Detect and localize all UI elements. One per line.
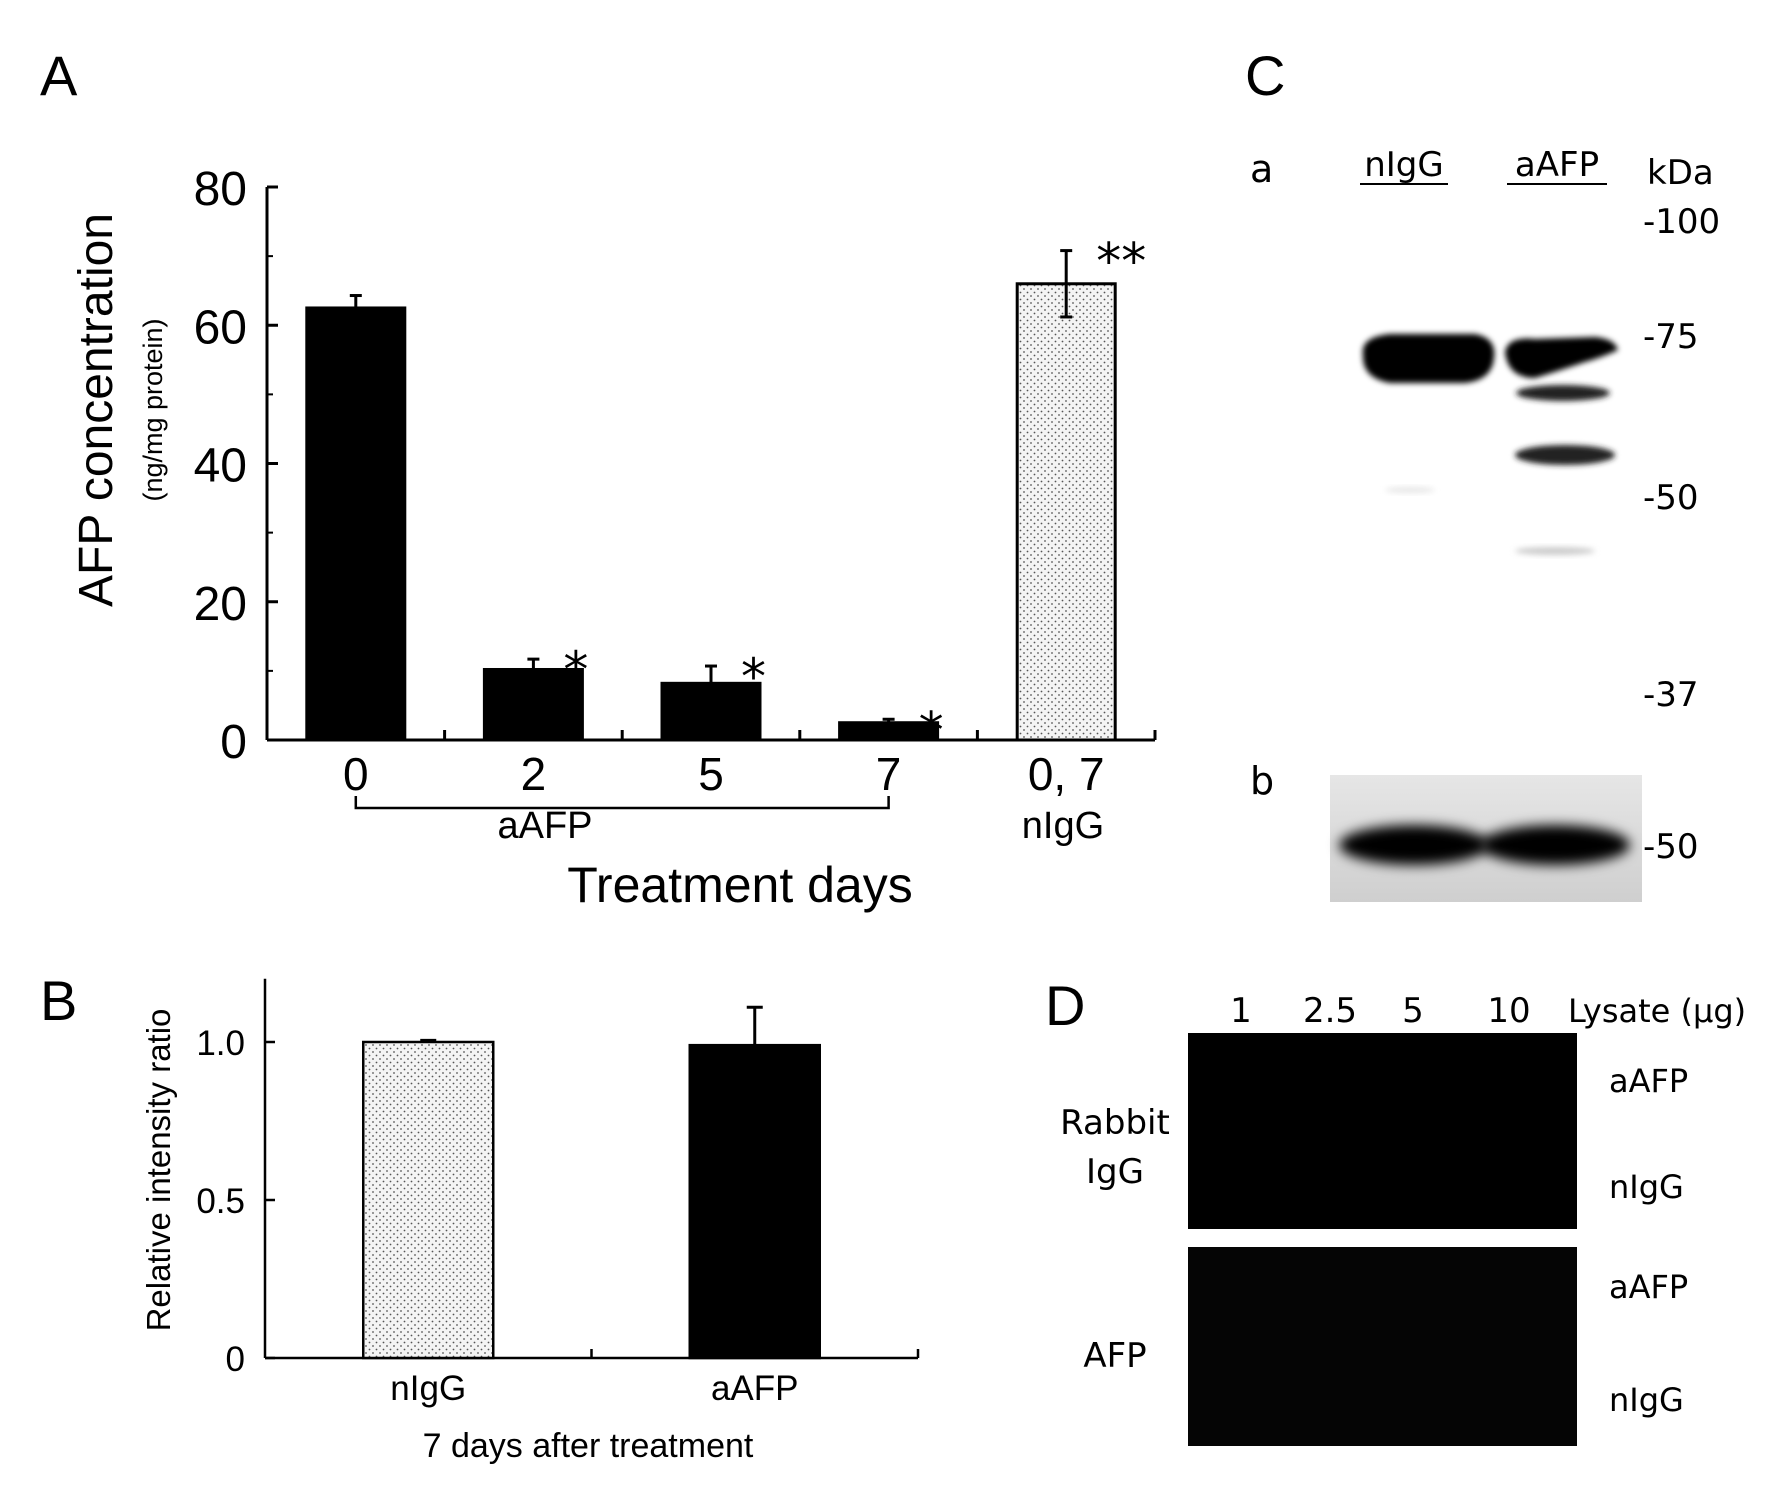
panel-a-bar [660, 681, 762, 742]
panel-d-lysate-label: Lysate (µg) [1568, 992, 1746, 1030]
panel-b-bar [688, 1043, 821, 1360]
panel-a-xtick-label: 0, 7 [1028, 748, 1105, 800]
panel-b-xlabel: 7 days after treatment [423, 1427, 754, 1465]
panel-c-marker-100: -100 [1643, 202, 1720, 242]
panel-a-ytick-label: 40 [194, 440, 247, 493]
panel-d-blot1-label-1: Rabbit [1060, 1103, 1170, 1143]
panel-d-row-label-aafp-1: aAFP [1609, 1062, 1688, 1100]
panel-a-significance: * [563, 641, 588, 699]
panel-a: A AFP concentration (ng/mg protein) 0204… [40, 44, 1157, 913]
panel-c-marker-75: -75 [1643, 317, 1699, 357]
panel-c-marker-50: -50 [1643, 478, 1699, 518]
panel-a-xlabel: Treatment days [567, 857, 913, 913]
panel-c-lane-aafp: aAFP [1515, 145, 1599, 185]
panel-b-xtick-label: nIgG [390, 1369, 466, 1408]
panel-d-blot1-label-2: IgG [1086, 1152, 1144, 1192]
panel-d-lysate-5: 5 [1402, 991, 1424, 1031]
panel-a-significance: * [741, 648, 766, 706]
panel-a-bar [305, 306, 407, 742]
band-aafp-faint [1515, 547, 1595, 555]
panel-d-lysate-2-5: 2.5 [1303, 991, 1357, 1031]
panel-a-bar [1015, 282, 1117, 742]
band-nigg-75 [1362, 334, 1495, 383]
dot-blot-rabbit-igg [1188, 1033, 1577, 1229]
panel-d-lysate-10: 10 [1487, 991, 1530, 1031]
panel-b-ylabel: Relative intensity ratio [140, 1009, 177, 1332]
panel-a-ylabel-unit: (ng/mg protein) [138, 318, 168, 501]
panel-a-significance: * [919, 701, 944, 759]
panel-c-sub-a: a [1250, 147, 1273, 191]
panel-d-row-label-nigg-2: nIgG [1609, 1381, 1684, 1419]
panel-b: B Relative intensity ratio 0 0.5 1.0 nIgG aA… [40, 969, 920, 1465]
panel-c-marker-37: -37 [1643, 675, 1699, 715]
panel-c-lane-nigg: nIgG [1364, 145, 1444, 185]
band-b-aafp [1480, 825, 1630, 865]
panel-b-xtick-label: aAFP [711, 1369, 799, 1408]
panel-c-letter: C [1245, 44, 1285, 107]
western-blot-b [1330, 775, 1642, 902]
panel-a-ytick-label: 60 [194, 301, 247, 354]
western-blot-a [1362, 334, 1618, 555]
panel-d-lysate-1: 1 [1230, 991, 1252, 1031]
panel-a-significance: ** [1096, 233, 1146, 291]
band-aafp-75 [1505, 337, 1618, 378]
panel-b-ytick-label: 0 [226, 1340, 245, 1379]
panel-a-ylabel: AFP concentration [70, 213, 123, 607]
panel-a-xtick-label: 2 [521, 748, 547, 800]
panel-c-marker-b-50: -50 [1643, 827, 1699, 867]
panel-a-ytick-label: 20 [194, 578, 247, 631]
panel-d-blot2-label: AFP [1083, 1336, 1146, 1376]
panel-a-group-label-nigg: nIgG [1022, 805, 1104, 847]
panel-a-ytick-label: 0 [220, 716, 247, 769]
panel-d: D 1 2.5 5 10 Lysate (µg) Rabbit IgG AFP … [1045, 974, 1746, 1446]
panel-d-row-label-nigg-1: nIgG [1609, 1168, 1684, 1206]
panel-a-xtick-label: 0 [343, 748, 369, 800]
panel-c-unit: kDa [1647, 153, 1714, 193]
panel-a-group-label-aafp: aAFP [497, 805, 592, 847]
band-b-nigg [1339, 825, 1489, 865]
panel-d-letter: D [1045, 974, 1085, 1037]
panel-c: C a nIgG aAFP kDa -100 -75 -50 -37 b -50 [1245, 44, 1720, 902]
band-aafp-58 [1515, 445, 1615, 465]
band-aafp-68 [1516, 385, 1610, 401]
panel-b-ytick-label: 0.5 [196, 1182, 245, 1221]
panel-b-letter: B [40, 969, 77, 1032]
panel-a-ytick-label: 80 [194, 163, 247, 216]
panel-d-row-label-aafp-2: aAFP [1609, 1268, 1688, 1306]
panel-b-ytick-label: 1.0 [196, 1024, 245, 1063]
panel-b-bar [362, 1040, 495, 1360]
panel-a-xtick-label: 5 [698, 748, 724, 800]
panel-a-group-bracket [354, 796, 890, 810]
panel-a-letter: A [40, 44, 78, 107]
panel-a-plot: 0 20 40 60 80 0 * 2 * 5 * 7 ** 0, 7 [194, 163, 1157, 810]
panel-c-sub-b: b [1250, 759, 1274, 803]
band-nigg-faint [1385, 487, 1435, 493]
panel-b-plot: 0 0.5 1.0 nIgG aAFP [196, 978, 920, 1408]
panel-a-xtick-label: 7 [876, 748, 902, 800]
dot-blot-afp [1188, 1247, 1577, 1446]
